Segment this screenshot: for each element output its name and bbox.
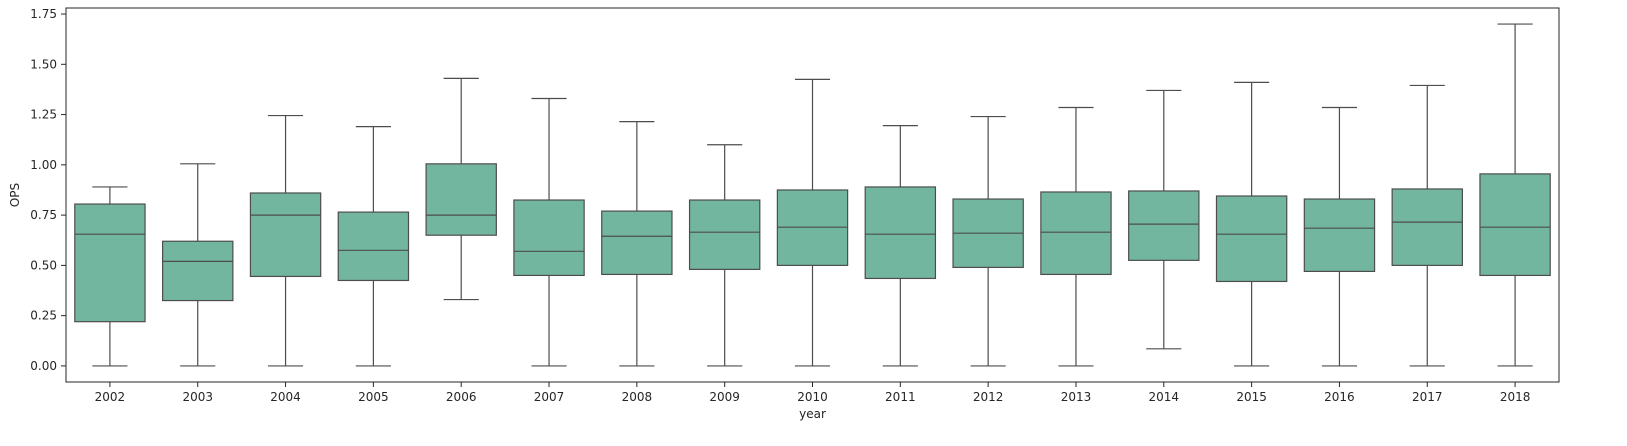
boxes-layer xyxy=(74,23,1551,367)
x-tick-label: 2014 xyxy=(1149,390,1180,404)
y-tick-label: 1.50 xyxy=(30,57,57,71)
box-2016 xyxy=(1303,106,1376,367)
y-tick-label: 1.75 xyxy=(30,7,57,21)
x-tick-label: 2017 xyxy=(1412,390,1443,404)
box-2003 xyxy=(162,163,234,367)
x-tick-label: 2015 xyxy=(1236,390,1267,404)
box-iqr xyxy=(1479,173,1551,277)
box-2007 xyxy=(513,97,585,367)
x-tick-label: 2005 xyxy=(358,390,389,404)
box-2005 xyxy=(337,126,410,367)
y-tick-label: 0.50 xyxy=(30,258,57,272)
box-2018 xyxy=(1479,23,1551,367)
x-tick-label: 2018 xyxy=(1500,390,1531,404)
x-tick-label: 2013 xyxy=(1061,390,1092,404)
x-tick-label: 2012 xyxy=(973,390,1004,404)
box-iqr xyxy=(1303,198,1376,273)
box-2002 xyxy=(74,186,146,367)
box-iqr xyxy=(425,163,497,236)
y-tick-label: 1.25 xyxy=(30,108,57,122)
x-tick-label: 2004 xyxy=(270,390,301,404)
box-2012 xyxy=(952,115,1024,367)
x-tick-label: 2006 xyxy=(446,390,477,404)
x-tick-label: 2008 xyxy=(622,390,653,404)
box-iqr xyxy=(688,199,761,270)
x-tick-label: 2002 xyxy=(95,390,126,404)
y-tick-label: 0.00 xyxy=(30,359,57,373)
box-2014 xyxy=(1128,89,1200,350)
box-2010 xyxy=(776,78,849,367)
box-2008 xyxy=(601,121,673,367)
box-iqr xyxy=(162,240,234,302)
box-iqr xyxy=(513,199,585,277)
x-tick-label: 2010 xyxy=(797,390,828,404)
x-tick-label: 2016 xyxy=(1324,390,1355,404)
box-2011 xyxy=(864,125,937,367)
x-tick-label: 2011 xyxy=(885,390,916,404)
x-tick-label: 2009 xyxy=(709,390,740,404)
x-axis: 2002 2003 2004 2005 2006 2007 2008 2009 2010 2011… xyxy=(95,382,1531,404)
box-iqr xyxy=(1040,191,1112,276)
y-axis: 0.00 0.25 0.50 0.75 1.00 1.25 1.50 1.75 xyxy=(30,7,66,373)
box-2004 xyxy=(249,114,322,367)
y-axis-label: OPS xyxy=(8,183,22,207)
x-tick-label: 2003 xyxy=(182,390,213,404)
box-iqr xyxy=(864,186,937,280)
box-iqr xyxy=(1391,188,1463,266)
box-2015 xyxy=(1215,81,1288,367)
box-iqr xyxy=(337,211,410,282)
box-2009 xyxy=(688,144,761,367)
y-tick-label: 0.25 xyxy=(30,309,57,323)
box-2017 xyxy=(1391,84,1463,367)
x-tick-label: 2007 xyxy=(534,390,565,404)
box-2006 xyxy=(425,77,497,301)
box-iqr xyxy=(1128,190,1200,261)
y-tick-label: 1.00 xyxy=(30,158,57,172)
box-iqr xyxy=(601,210,673,276)
x-axis-label: year xyxy=(799,407,826,421)
box-iqr xyxy=(1215,195,1288,283)
box-iqr xyxy=(74,203,146,323)
box-iqr xyxy=(249,192,322,278)
y-tick-label: 0.75 xyxy=(30,208,57,222)
box-2013 xyxy=(1040,106,1112,367)
